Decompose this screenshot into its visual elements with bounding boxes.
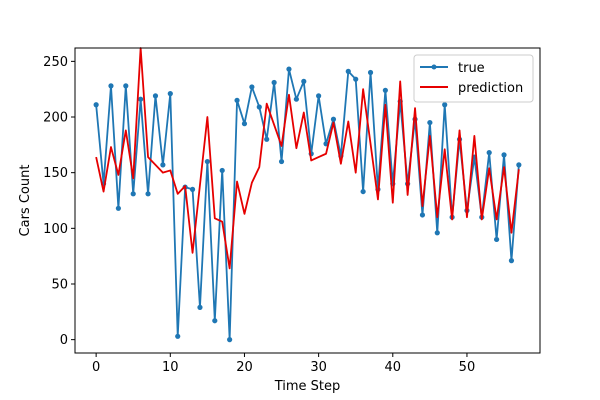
legend-true-marker	[431, 64, 437, 70]
data-point-true	[167, 91, 173, 97]
y-tick-label: 250	[43, 55, 68, 70]
y-tick-label: 0	[60, 333, 68, 348]
data-point-true	[115, 205, 121, 211]
data-point-true	[427, 119, 433, 126]
data-point-true	[494, 236, 500, 243]
data-point-true	[130, 191, 136, 197]
series-layer	[93, 47, 522, 343]
x-tick-label: 10	[162, 360, 179, 375]
data-point-true	[152, 93, 159, 99]
x-tick-label: 0	[92, 360, 100, 375]
data-point-true	[197, 304, 203, 310]
data-point-true	[419, 212, 426, 218]
series-line-prediction	[95, 47, 520, 270]
x-tick-label: 30	[310, 360, 327, 375]
data-point-true	[189, 186, 196, 192]
data-point-true	[204, 158, 210, 165]
data-point-true	[486, 150, 492, 156]
data-point-true	[293, 96, 299, 102]
plot-frame	[74, 47, 541, 354]
x-axis: 0 10 20 30 40 50	[92, 353, 475, 375]
data-point-true	[345, 68, 351, 74]
data-point-true	[145, 191, 151, 197]
data-point-true	[219, 167, 225, 174]
x-tick-label: 40	[385, 360, 402, 375]
data-point-true	[316, 93, 322, 99]
data-point-true	[256, 104, 262, 110]
data-point-true	[330, 116, 337, 122]
x-tick-label: 20	[236, 360, 253, 375]
data-point-true	[160, 162, 166, 168]
data-point-true	[234, 97, 240, 103]
y-tick-label: 150	[43, 166, 68, 181]
legend: true prediction	[413, 54, 534, 103]
x-axis-label: Time Step	[274, 379, 341, 394]
data-point-true	[442, 102, 448, 108]
data-point-true	[227, 337, 233, 343]
data-point-true	[108, 83, 114, 89]
data-point-true	[382, 87, 388, 93]
data-point-true	[241, 121, 248, 127]
y-tick-label: 100	[43, 222, 68, 237]
data-point-true	[286, 66, 292, 72]
data-point-true	[123, 83, 129, 89]
data-point-true	[278, 158, 285, 165]
data-point-true	[360, 188, 366, 195]
data-point-true	[516, 162, 522, 168]
data-point-true	[434, 230, 440, 236]
data-point-true	[249, 84, 255, 90]
y-axis: 0 50 100 150 200 250	[43, 55, 75, 348]
data-point-true	[138, 96, 144, 102]
data-point-true	[501, 152, 507, 158]
data-point-true	[508, 258, 515, 264]
data-point-true	[212, 318, 218, 324]
y-tick-label: 50	[51, 277, 68, 292]
data-point-true	[264, 136, 270, 142]
x-tick-label: 50	[459, 360, 476, 375]
data-point-true	[353, 76, 359, 82]
data-point-true	[301, 78, 307, 84]
series-line-true	[95, 68, 520, 341]
legend-true-label: true	[458, 61, 485, 76]
y-axis-label: Cars Count	[18, 165, 33, 237]
data-point-true	[367, 69, 374, 76]
y-tick-label: 200	[43, 111, 68, 126]
data-point-true	[175, 333, 181, 339]
legend-prediction-label: prediction	[458, 81, 523, 96]
data-point-true	[93, 102, 99, 108]
data-point-true	[271, 79, 277, 86]
